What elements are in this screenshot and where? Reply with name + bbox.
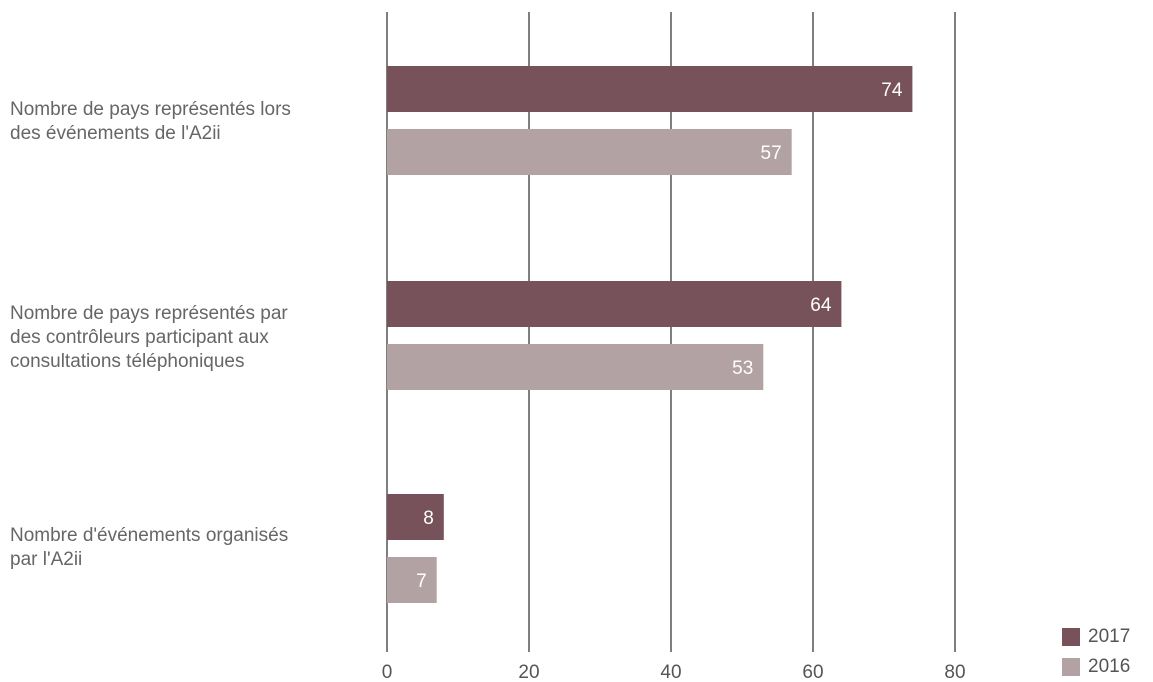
x-tick-label-60: 60 (802, 662, 823, 681)
bar-2016-1 (387, 344, 764, 390)
legend-label-2016: 2016 (1088, 656, 1131, 677)
bar-2017-1 (387, 281, 842, 327)
bar-2017-0 (387, 66, 913, 112)
legend-item-2016: 2016 (1062, 652, 1152, 682)
category-label-events-organised: Nombre d'événements organisés par l'A2ii (10, 525, 289, 570)
data-label-2017-1: 64 (810, 295, 832, 316)
x-tick-label-40: 40 (660, 662, 681, 681)
category-label-consultation-countries: Nombre de pays représentés par des contr… (10, 303, 288, 372)
data-label-2017-2: 8 (423, 508, 434, 529)
x-tick-label-20: 20 (518, 662, 539, 681)
category-label-events-countries: Nombre de pays représentés lors des évén… (10, 99, 291, 144)
bar-2016-0 (387, 129, 792, 175)
data-label-2016-2: 7 (416, 571, 427, 592)
data-label-2016-0: 57 (761, 143, 782, 164)
x-tick-label-0: 0 (382, 662, 393, 681)
data-label-2016-1: 53 (732, 358, 753, 379)
legend-swatch-2017 (1062, 628, 1080, 646)
bar-2016-2 (387, 557, 437, 603)
legend: 2017 2016 (1062, 622, 1152, 682)
legend-swatch-2016 (1062, 658, 1080, 676)
bar-2017-2 (387, 494, 444, 540)
x-tick-label-80: 80 (944, 662, 965, 681)
data-label-2017-0: 74 (881, 80, 903, 101)
legend-label-2017: 2017 (1088, 626, 1131, 647)
legend-item-2017: 2017 (1062, 622, 1152, 652)
